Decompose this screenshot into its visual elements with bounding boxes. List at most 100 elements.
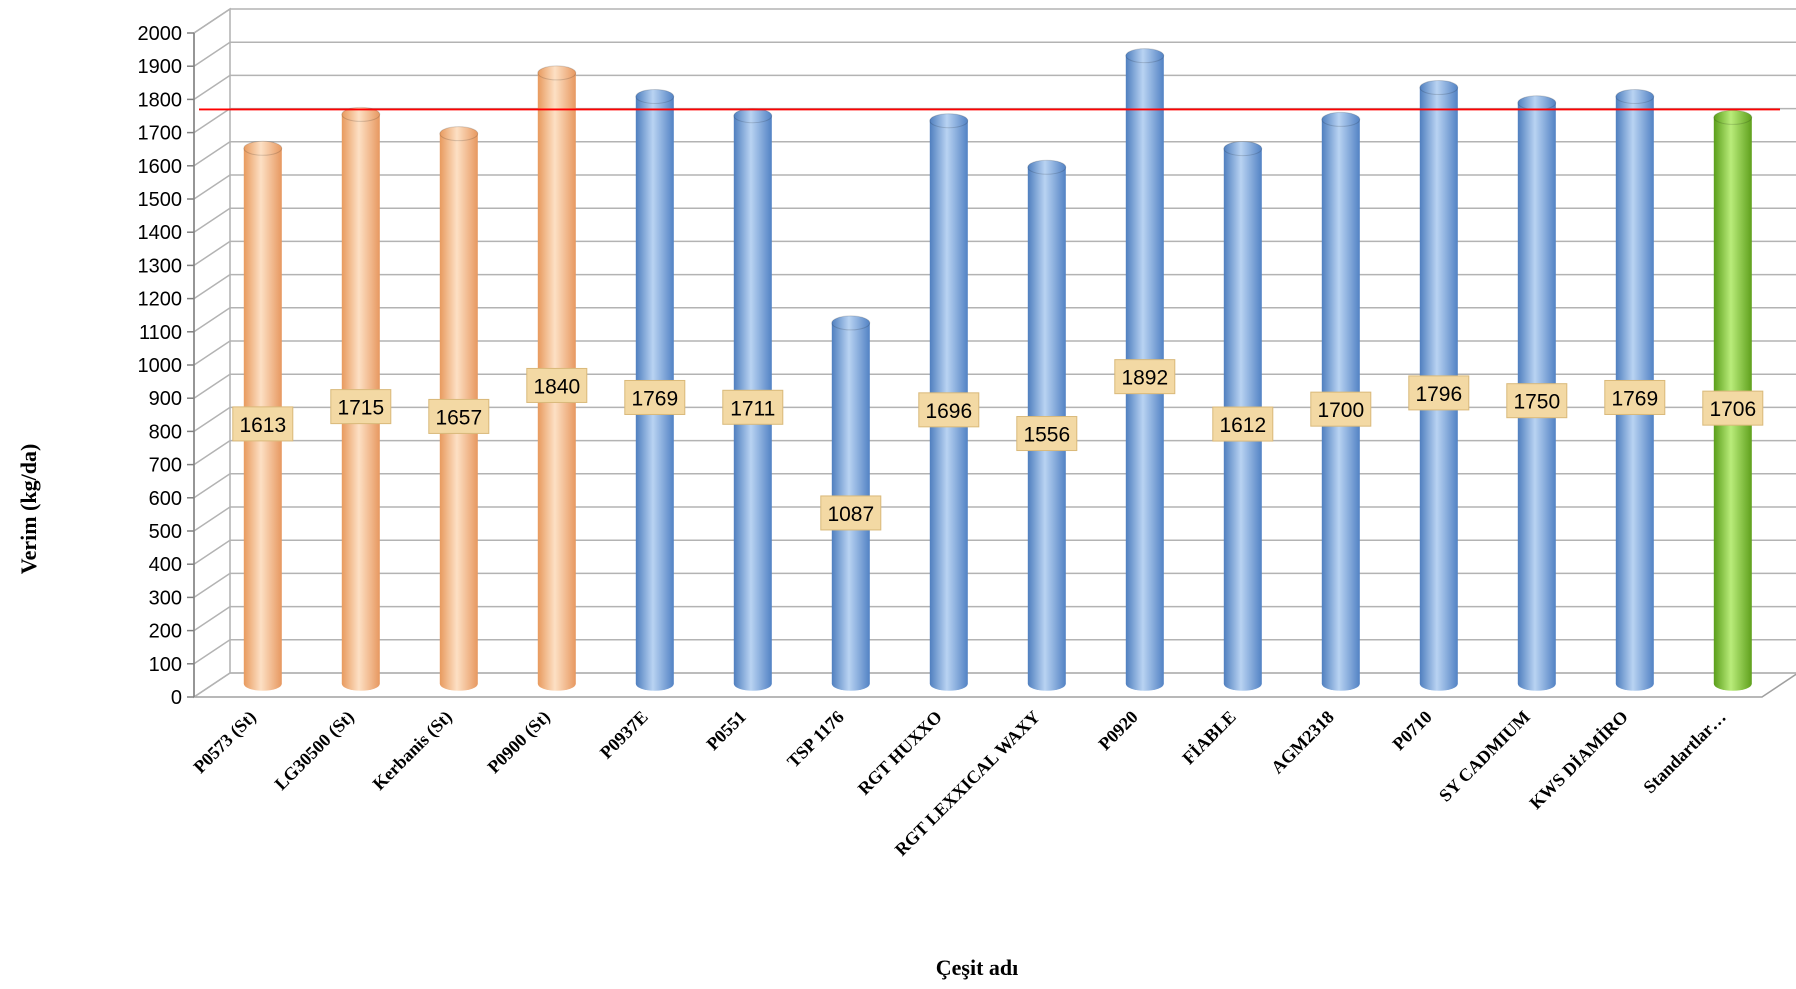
- gridline: [193, 340, 1796, 366]
- bar-top: [831, 315, 871, 331]
- data-label-box: [1114, 359, 1176, 395]
- y-tick-label: 1700: [138, 123, 183, 145]
- gridline: [193, 639, 1796, 665]
- data-label-text: 1892: [1121, 367, 1168, 390]
- x-tick-label: KWS DİAMİRO: [1525, 707, 1631, 813]
- y-tick-label: 500: [149, 521, 182, 543]
- bar-top: [733, 108, 773, 124]
- data-label-box: [624, 379, 686, 415]
- x-tick-label: FİABLE: [1178, 707, 1240, 769]
- data-label: 1711: [722, 389, 784, 425]
- data-label-text: 1556: [1023, 424, 1070, 447]
- data-label-box: [1212, 406, 1274, 442]
- x-tick-label: P0920: [1094, 707, 1141, 754]
- x-tick-label: P0900 (St): [483, 707, 554, 778]
- bar-top: [1517, 95, 1557, 111]
- data-label-text: 1613: [239, 414, 286, 437]
- data-label-text: 1769: [1611, 387, 1658, 410]
- gridline: [193, 572, 1796, 599]
- y-axis-title: Verim (kg/da): [16, 444, 41, 575]
- gridline: [193, 605, 1796, 632]
- x-tick-label: Kerbanis (St): [369, 707, 457, 795]
- x-axis-title: Çeşit adı: [936, 955, 1019, 980]
- y-tick-label: 400: [149, 554, 182, 576]
- y-tick-label: 1800: [138, 89, 183, 111]
- bar-top: [929, 113, 969, 129]
- data-label: 1769: [1604, 379, 1666, 415]
- x-tick-label: Standartlar…: [1639, 707, 1730, 798]
- bar-top: [341, 106, 381, 122]
- bars: [243, 48, 1753, 691]
- bar-top: [1713, 109, 1753, 125]
- x-tick-label: RGT HUXXO: [854, 707, 946, 799]
- plot-area-grid: [193, 7, 1796, 699]
- data-label-box: [722, 389, 784, 425]
- gridline: [193, 406, 1796, 433]
- data-label-text: 1711: [730, 397, 775, 420]
- data-label-box: [1408, 375, 1470, 411]
- data-label-box: [1310, 391, 1372, 427]
- data-label: 1796: [1408, 375, 1470, 411]
- bar-top: [635, 88, 675, 104]
- data-label: 1706: [1702, 390, 1764, 426]
- y-tick-label: 1000: [138, 355, 183, 377]
- x-tick-label: P0710: [1388, 707, 1435, 754]
- bar-top: [1027, 159, 1067, 175]
- data-label-box: [1506, 383, 1568, 419]
- data-label-box: [820, 495, 882, 531]
- gridline: [193, 74, 1796, 101]
- x-axis-categories: P0573 (St) LG30500 (St) Kerbanis (St) P0900…: [189, 707, 1729, 860]
- y-tick-label: 2000: [138, 23, 183, 45]
- bar-top: [537, 65, 577, 81]
- data-label-text: 1696: [925, 400, 972, 423]
- data-label: 1715: [330, 389, 392, 425]
- bar-top: [1419, 80, 1459, 96]
- data-label: 1556: [1016, 416, 1078, 452]
- data-label-box: [1016, 416, 1078, 452]
- y-tick-label: 1100: [139, 322, 182, 344]
- gridline: [193, 473, 1796, 499]
- y-axis: 0 100 200 300 400 500 600 700 800 900 1000 1100 1200…: [138, 23, 195, 709]
- data-label-text: 1657: [435, 406, 482, 429]
- x-tick-label: TSP 1176: [783, 707, 848, 772]
- bar-top: [1125, 48, 1165, 64]
- y-tick-label: 700: [149, 455, 182, 477]
- y-tick-label: 1400: [138, 222, 183, 244]
- y-tick-label: 1500: [138, 189, 183, 211]
- data-label: 1700: [1310, 391, 1372, 427]
- x-tick-label: LG30500 (St): [271, 707, 359, 795]
- data-label-text: 1706: [1709, 398, 1756, 421]
- gridline: [193, 373, 1796, 399]
- data-label-text: 1769: [631, 387, 678, 410]
- bar-top: [1223, 141, 1263, 157]
- bar-top: [1321, 111, 1361, 127]
- gridline: [193, 8, 1796, 34]
- data-label: 1696: [918, 392, 980, 428]
- data-label-text: 1750: [1513, 391, 1560, 414]
- data-label-text: 1087: [827, 503, 874, 526]
- data-label-box: [232, 406, 294, 442]
- gridline: [193, 240, 1796, 267]
- data-label: 1612: [1212, 406, 1274, 442]
- y-tick-label: 900: [149, 388, 182, 410]
- y-tick-label: 1200: [138, 289, 183, 311]
- data-label-text: 1840: [533, 375, 580, 398]
- y-tick-label: 300: [149, 587, 182, 609]
- data-label: 1840: [526, 367, 588, 403]
- data-label-box: [1604, 379, 1666, 415]
- data-label-text: 1612: [1219, 414, 1266, 437]
- y-tick-label: 1900: [138, 56, 183, 78]
- x-tick-label: P0573 (St): [189, 707, 260, 778]
- data-label-box: [428, 398, 490, 434]
- x-tick-label: P0551: [702, 707, 749, 754]
- gridline: [193, 41, 1796, 67]
- y-tick-label: 0: [171, 687, 182, 709]
- y-tick-label: 1600: [138, 156, 183, 178]
- data-label-text: 1796: [1415, 383, 1462, 406]
- gridline: [193, 672, 1796, 698]
- y-tick-label: 100: [149, 654, 182, 676]
- x-tick-label: P0937E: [596, 707, 652, 763]
- y-tick-label: 200: [149, 621, 182, 643]
- floor-edge: [194, 673, 1796, 698]
